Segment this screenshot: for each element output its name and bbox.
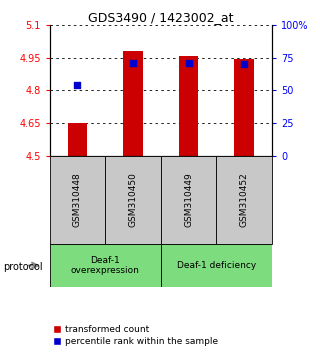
Bar xyxy=(216,156,272,244)
Text: Deaf-1
overexpression: Deaf-1 overexpression xyxy=(71,256,140,275)
Point xyxy=(242,61,247,67)
Bar xyxy=(50,244,161,287)
Bar xyxy=(179,56,198,156)
Legend: transformed count, percentile rank within the sample: transformed count, percentile rank withi… xyxy=(49,321,221,349)
Text: protocol: protocol xyxy=(3,262,43,272)
Bar xyxy=(68,124,87,156)
Text: GSM310448: GSM310448 xyxy=(73,173,82,227)
Bar xyxy=(235,59,254,156)
Bar xyxy=(123,51,143,156)
Bar xyxy=(50,156,105,244)
Point xyxy=(186,60,191,66)
Text: Deaf-1 deficiency: Deaf-1 deficiency xyxy=(177,261,256,270)
Bar xyxy=(105,156,161,244)
Bar xyxy=(161,244,272,287)
Point xyxy=(131,60,136,66)
Text: GSM310449: GSM310449 xyxy=(184,173,193,227)
Bar xyxy=(161,156,216,244)
Title: GDS3490 / 1423002_at: GDS3490 / 1423002_at xyxy=(88,11,234,24)
Text: GSM310452: GSM310452 xyxy=(240,173,249,227)
Point xyxy=(75,82,80,88)
Text: GSM310450: GSM310450 xyxy=(129,172,138,228)
